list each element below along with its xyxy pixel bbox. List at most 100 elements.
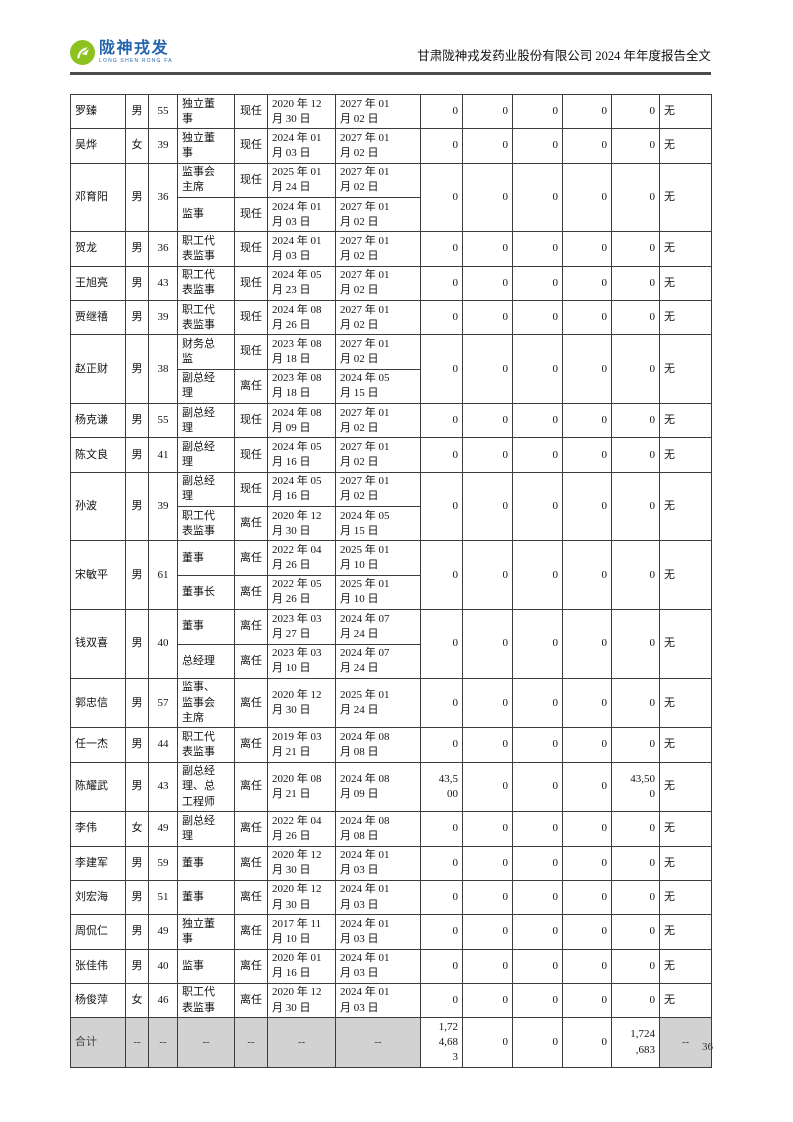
cell-note: 无	[659, 93, 712, 130]
cell-start-date: 2024 年 01 月 03 日	[267, 231, 336, 267]
cell-start-date: 2024 年 05 月 16 日	[267, 471, 336, 508]
cell-value: 0	[462, 761, 513, 813]
cell-start-date: 2020 年 01 月 16 日	[267, 948, 336, 984]
cell-value: 0	[512, 845, 563, 881]
table-subrow: 总经理 离任 2023 年 03 月 10 日 2024 年 07 月 24 日	[71, 643, 712, 679]
cell-value: 0	[420, 677, 463, 729]
cell-age: 59	[148, 845, 178, 881]
cell-position: 副总经 理	[177, 437, 235, 473]
cell-end-date: 2024 年 05 月 15 日	[335, 506, 421, 542]
cell-age: 46	[148, 982, 178, 1019]
cell-gender: 男	[125, 471, 149, 542]
cell-value: 0	[512, 761, 563, 813]
table-row: 孙波男 39 副总经 理现任 2024 年 05 月 16 日 2027 年 01 月 …	[70, 471, 712, 542]
cell-name: 刘宏海	[70, 879, 126, 916]
cell-value: 0	[611, 982, 660, 1019]
cell-value: 0	[512, 609, 563, 679]
cell-value: 0	[611, 914, 660, 950]
cell-age: 39	[148, 300, 178, 336]
cell-value: 43,50 0	[611, 761, 660, 813]
cell-value: 0	[512, 128, 563, 164]
cell-status: 现任	[234, 128, 268, 164]
officers-table-body: 罗臻男 55 独立董 事现任 2020 年 12 月 30 日 2027 年 01 月 …	[70, 93, 712, 1068]
cell-end-date: 2025 年 01 月 10 日	[335, 574, 421, 611]
cell-value: 0	[562, 948, 612, 984]
cell-value: 0	[462, 879, 513, 916]
cell-gender: 男	[125, 914, 149, 950]
cell-age: 39	[148, 471, 178, 542]
cell-note: 无	[659, 403, 712, 439]
cell-value: 0	[611, 948, 660, 984]
cell-value: 0	[420, 334, 463, 405]
cell-status: 离任	[234, 761, 268, 813]
cell-position: 独立董 事	[177, 93, 235, 130]
cell-start-date: 2020 年 12 月 30 日	[267, 982, 336, 1019]
cell-position: 职工代 表监事	[177, 506, 235, 542]
cell-end-date: 2027 年 01 月 02 日	[335, 437, 421, 473]
cell-end-date: --	[335, 1017, 421, 1068]
cell-note: 无	[659, 128, 712, 164]
cell-value: 0	[562, 93, 612, 130]
cell-value: 0	[462, 231, 513, 267]
cell-value: 0	[562, 914, 612, 950]
cell-age: 36	[148, 162, 178, 233]
cell-value: 0	[512, 811, 563, 847]
cell-name: 孙波	[70, 471, 126, 542]
cell-start-date: 2024 年 01 月 03 日	[267, 197, 336, 233]
cell-start-date: 2023 年 08 月 18 日	[267, 334, 336, 370]
cell-gender: 男	[125, 162, 149, 233]
cell-value: 0	[562, 265, 612, 302]
cell-value: 0	[512, 403, 563, 439]
cell-note: 无	[659, 982, 712, 1019]
cell-note: 无	[659, 471, 712, 542]
cell-note: 无	[659, 948, 712, 984]
table-row: 张佳伟男 40 监事 离任 2020 年 01 月 16 日 2024 年 01 月 03…	[70, 948, 712, 984]
table-row: 任一杰男 44 职工代 表监事 离任 2019 年 03 月 21 日 2024 年 08…	[70, 727, 712, 763]
cell-value: 0	[512, 334, 563, 405]
cell-note: 无	[659, 437, 712, 473]
cell-status: 离任	[234, 540, 268, 576]
cell-value: 0	[562, 982, 612, 1019]
cell-gender: 男	[125, 677, 149, 729]
cell-status: 离任	[234, 368, 268, 405]
cell-end-date: 2027 年 01 月 02 日	[335, 93, 421, 130]
cell-name: 杨克谦	[70, 403, 126, 439]
cell-value: 0	[512, 727, 563, 763]
cell-value: 0	[611, 677, 660, 729]
cell-value: 0	[512, 1017, 563, 1068]
cell-value: 0	[420, 437, 463, 473]
company-logo: 陇神戎发 LONG SHEN RONG FA	[70, 40, 173, 65]
cell-value: 1,724 ,683	[611, 1017, 660, 1068]
cell-start-date: 2023 年 03 月 10 日	[267, 643, 336, 679]
cell-status: 离任	[234, 727, 268, 763]
table-row: 陈耀武男 43 副总经 理、总 工程师 离任 2020 年 08 月 21 日 2024 …	[70, 761, 712, 813]
table-subrow: 监事 现任 2024 年 01 月 03 日 2027 年 01 月 02 日	[71, 197, 712, 233]
cell-start-date: 2020 年 12 月 30 日	[267, 93, 336, 130]
cell-value: 0	[562, 609, 612, 679]
cell-start-date: 2022 年 04 月 26 日	[267, 811, 336, 847]
cell-value: 0	[512, 914, 563, 950]
cell-value: 0	[420, 811, 463, 847]
cell-end-date: 2024 年 07 月 24 日	[335, 643, 421, 679]
cell-value: 0	[611, 231, 660, 267]
page-header: 陇神戎发 LONG SHEN RONG FA 甘肃陇神戎发药业股份有限公司 20…	[70, 40, 711, 75]
cell-value: 0	[462, 982, 513, 1019]
cell-age: 36	[148, 231, 178, 267]
table-row: 周侃仁男 49 独立董 事离任 2017 年 11 月 10 日 2024 年 01 月…	[70, 914, 712, 950]
cell-value: 0	[462, 914, 513, 950]
cell-position: 董事	[177, 540, 235, 576]
cell-value: 0	[420, 403, 463, 439]
cell-value: 0	[462, 93, 513, 130]
cell-position: 副总经 理	[177, 811, 235, 847]
cell-end-date: 2024 年 08 月 08 日	[335, 811, 421, 847]
cell-start-date: 2023 年 03 月 27 日	[267, 609, 336, 645]
cell-value: 0	[462, 437, 513, 473]
page-number: 36	[702, 1041, 713, 1053]
cell-end-date: 2027 年 01 月 02 日	[335, 197, 421, 233]
table-row: 吴烨女 39 独立董 事现任 2024 年 01 月 03 日 2027 年 01 月 …	[70, 128, 712, 164]
cell-gender: 男	[125, 265, 149, 302]
cell-end-date: 2024 年 07 月 24 日	[335, 609, 421, 645]
cell-gender: 男	[125, 93, 149, 130]
cell-age: 61	[148, 540, 178, 611]
cell-position: 职工代 表监事	[177, 300, 235, 336]
